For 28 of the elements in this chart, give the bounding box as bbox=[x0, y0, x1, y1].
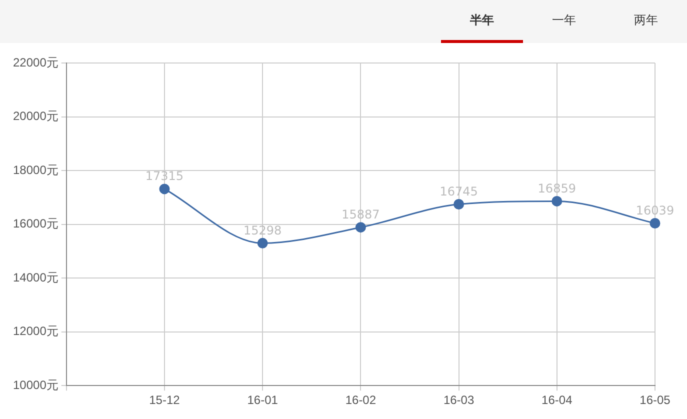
point bbox=[650, 218, 660, 228]
data-label: 15298 bbox=[243, 223, 282, 238]
y-tick-label: 20000元 bbox=[12, 109, 58, 124]
x-tick-label: 16-02 bbox=[345, 393, 376, 408]
data-label: 17315 bbox=[145, 169, 184, 184]
data-label: 16039 bbox=[636, 203, 674, 218]
y-tick-label: 22000元 bbox=[12, 55, 58, 70]
text: 半年 bbox=[441, 0, 523, 43]
data-label: 16859 bbox=[538, 181, 576, 196]
x-tick-label: 16-05 bbox=[640, 393, 671, 408]
data-label: 16745 bbox=[440, 184, 478, 198]
point bbox=[355, 222, 366, 233]
y-tick-label: 16000元 bbox=[12, 216, 58, 231]
x-tick-label: 16-04 bbox=[542, 393, 573, 408]
x-tick-label: 16-03 bbox=[443, 393, 474, 408]
y-tick-label: 14000元 bbox=[12, 270, 58, 284]
y-tick-label: 18000元 bbox=[12, 162, 58, 177]
data-label: 15887 bbox=[342, 207, 380, 222]
point bbox=[552, 196, 562, 206]
y-tick-label: 12000元 bbox=[12, 324, 58, 338]
text: 一年 bbox=[551, 12, 577, 29]
point bbox=[257, 238, 268, 248]
x-tick-label: 15-12 bbox=[149, 393, 180, 408]
x-tick-label: 16-01 bbox=[247, 393, 278, 408]
point bbox=[454, 199, 464, 210]
text: 两年 bbox=[633, 12, 659, 29]
y-tick-label: 10000元 bbox=[12, 378, 58, 392]
point bbox=[159, 184, 170, 194]
